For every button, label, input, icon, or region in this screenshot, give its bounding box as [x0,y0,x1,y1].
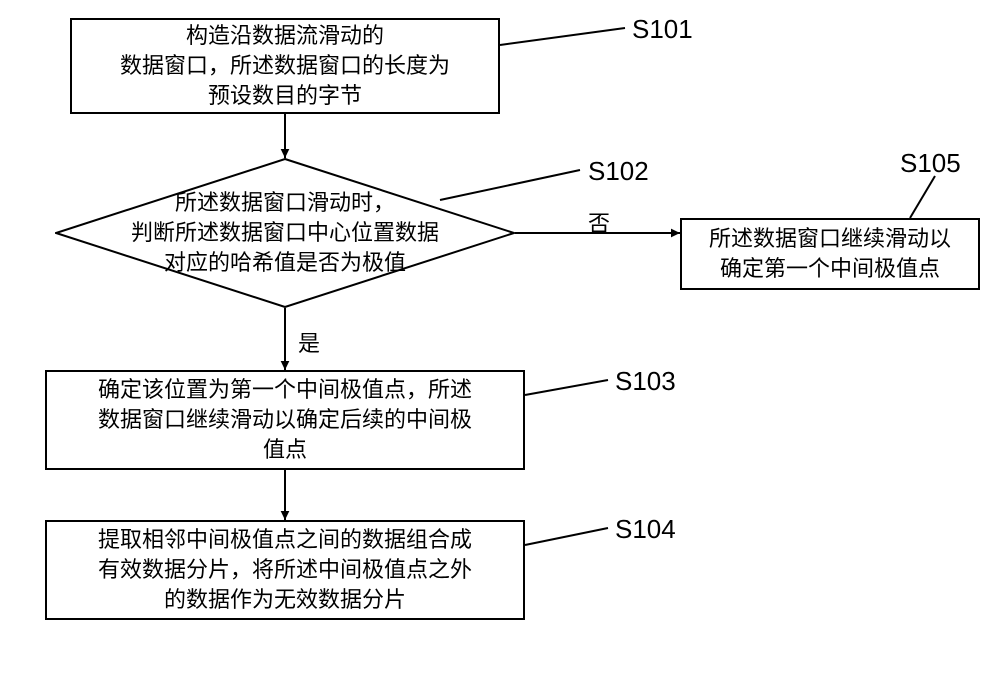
step-label-s105: S105 [900,148,961,179]
flow-node-s103: 确定该位置为第一个中间极值点，所述数据窗口继续滑动以确定后续的中间极值点 [45,370,525,470]
flowchart-container: 构造沿数据流滑动的数据窗口，所述数据窗口的长度为预设数目的字节 S101 所述数据窗… [0,0,1000,680]
label-callout-line [523,378,610,402]
flow-node-s101: 构造沿数据流滑动的数据窗口，所述数据窗口的长度为预设数目的字节 [70,18,500,114]
flow-arrow [273,102,297,170]
step-label-s103: S103 [615,366,676,397]
flow-node-s105: 所述数据窗口继续滑动以确定第一个中间极值点 [680,218,980,290]
flow-arrow [273,296,297,382]
flow-arrow [273,458,297,532]
label-callout-line [438,168,582,207]
edge-label: 否 [588,206,610,238]
label-callout-line [498,26,627,52]
label-callout-line [523,526,610,552]
step-label-s101: S101 [632,14,693,45]
node-text: 构造沿数据流滑动的数据窗口，所述数据窗口的长度为预设数目的字节 [120,21,450,110]
node-text: 提取相邻中间极值点之间的数据组合成有效数据分片，将所述中间极值点之外的数据作为无… [98,525,472,614]
edge-label: 是 [298,326,320,358]
node-text: 确定该位置为第一个中间极值点，所述数据窗口继续滑动以确定后续的中间极值点 [98,375,472,464]
flow-node-s104: 提取相邻中间极值点之间的数据组合成有效数据分片，将所述中间极值点之外的数据作为无… [45,520,525,620]
step-label-s102: S102 [588,156,649,187]
node-text: 所述数据窗口滑动时，判断所述数据窗口中心位置数据对应的哈希值是否为极值 [131,188,439,277]
step-label-s104: S104 [615,514,676,545]
label-callout-line [908,174,937,225]
node-text: 所述数据窗口继续滑动以确定第一个中间极值点 [709,224,951,283]
